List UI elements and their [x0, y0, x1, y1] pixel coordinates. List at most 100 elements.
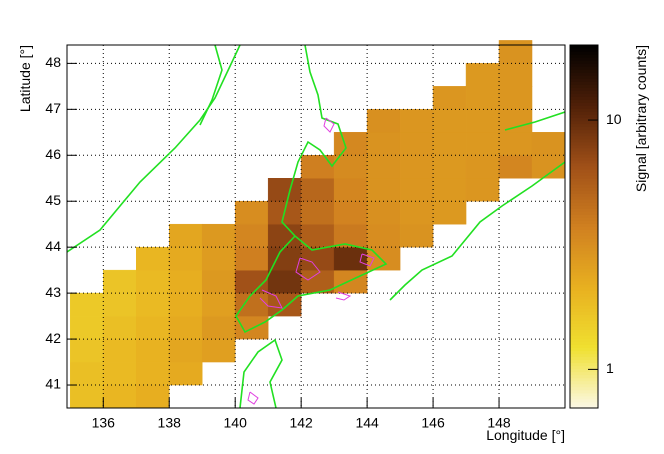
colorbar-strip: [570, 329, 598, 333]
heat-cell: [366, 200, 401, 225]
heat-cell: [234, 246, 269, 271]
colorbar-strip: [570, 217, 598, 221]
colorbar-strip: [570, 395, 598, 400]
colorbar-strip: [570, 380, 598, 385]
heat-cell: [333, 132, 368, 156]
heat-cell: [531, 132, 566, 156]
x-tick-label: 148: [487, 415, 511, 431]
y-tick-label: 48: [45, 54, 61, 70]
colorbar-strip: [570, 392, 598, 397]
heat-cell: [399, 223, 434, 248]
colorbar-strip: [570, 250, 598, 255]
heat-cell: [399, 178, 434, 202]
heat-cell: [103, 315, 137, 340]
heat-cell: [366, 178, 401, 202]
heat-cell: [234, 200, 269, 225]
heat-cell: [399, 109, 434, 133]
heat-cell: [103, 292, 137, 317]
colorbar-strip: [570, 111, 598, 116]
x-tick-label: 136: [92, 415, 116, 431]
colorbar-strip: [570, 247, 598, 252]
colorbar-strip: [570, 374, 598, 379]
heat-cell: [70, 292, 104, 317]
heat-cell: [300, 223, 335, 248]
heat-cell: [399, 155, 434, 179]
colorbar-strip: [570, 323, 598, 327]
colorbar-strip: [570, 344, 598, 348]
colorbar-strip: [570, 184, 598, 188]
heat-cell: [366, 132, 401, 156]
heat-cell: [234, 223, 269, 248]
colorbar-strip: [570, 102, 598, 106]
heat-cell: [432, 86, 467, 110]
heat-cell: [333, 246, 368, 271]
heat-cell: [465, 132, 500, 156]
heat-cell: [103, 269, 137, 294]
colorbar-strip: [570, 126, 598, 131]
heat-cell: [136, 246, 170, 271]
coastlines: [67, 45, 565, 408]
heat-cell: [267, 269, 302, 294]
heat-cell: [234, 315, 269, 340]
colorbar-strip: [570, 117, 598, 122]
colorbar-strip: [570, 253, 598, 258]
heat-cell: [300, 200, 335, 225]
heat-cell: [498, 109, 533, 133]
heat-cell: [333, 178, 368, 202]
heat-cell: [201, 315, 236, 340]
colorbar-strip: [570, 132, 598, 137]
colorbar-strip: [570, 54, 598, 58]
colorbar-strip: [570, 229, 598, 234]
heat-cell: [234, 292, 269, 317]
coastline: [504, 111, 565, 131]
heat-cell: [168, 246, 203, 271]
coastline: [389, 161, 565, 301]
contour: [259, 289, 283, 309]
heat-cell: [366, 109, 401, 133]
heat-cell: [70, 384, 104, 409]
heat-cell: [498, 40, 533, 64]
colorbar-strip: [570, 347, 598, 352]
colorbar-strip: [570, 296, 598, 300]
heat-cell: [465, 155, 500, 179]
colorbar-strip: [570, 280, 598, 285]
colorbar-strip: [570, 147, 598, 152]
y-tick-label: 42: [45, 330, 61, 346]
heat-cell: [136, 292, 170, 317]
colorbar-strip: [570, 93, 598, 97]
heat-cell: [333, 223, 368, 248]
colorbar-strip: [570, 371, 598, 376]
colorbar-strip: [570, 377, 598, 382]
heat-cell: [300, 155, 335, 179]
colorbar-strip: [570, 156, 598, 161]
heat-cell: [465, 109, 500, 133]
colorbar-tick-label: 10: [606, 111, 622, 127]
colorbar-strip: [570, 208, 598, 212]
contour: [359, 253, 375, 267]
colorbar-strip: [570, 150, 598, 155]
colorbar-strip: [570, 81, 598, 85]
heat-cell: [267, 223, 302, 248]
heat-cell: [432, 109, 467, 133]
colorbar-strip: [570, 60, 598, 64]
colorbar-strip: [570, 290, 598, 294]
y-tick-label: 46: [45, 146, 61, 162]
colorbar-strip: [570, 368, 598, 373]
colorbar-strip: [570, 66, 598, 70]
colorbar-strip: [570, 256, 598, 261]
contour: [323, 117, 335, 133]
heat-cell: [201, 246, 236, 271]
contour: [335, 291, 352, 301]
heat-cell: [201, 223, 236, 248]
colorbar-strip: [570, 72, 598, 76]
heat-cell: [168, 361, 203, 386]
heat-cell: [300, 246, 335, 271]
colorbar-strip: [570, 326, 598, 330]
heat-cell: [136, 315, 170, 340]
colorbar-strip: [570, 271, 598, 276]
colorbar-strip: [570, 202, 598, 206]
colorbar-strip: [570, 159, 598, 164]
colorbar-strip: [570, 205, 598, 209]
colorbar-strip: [570, 144, 598, 149]
